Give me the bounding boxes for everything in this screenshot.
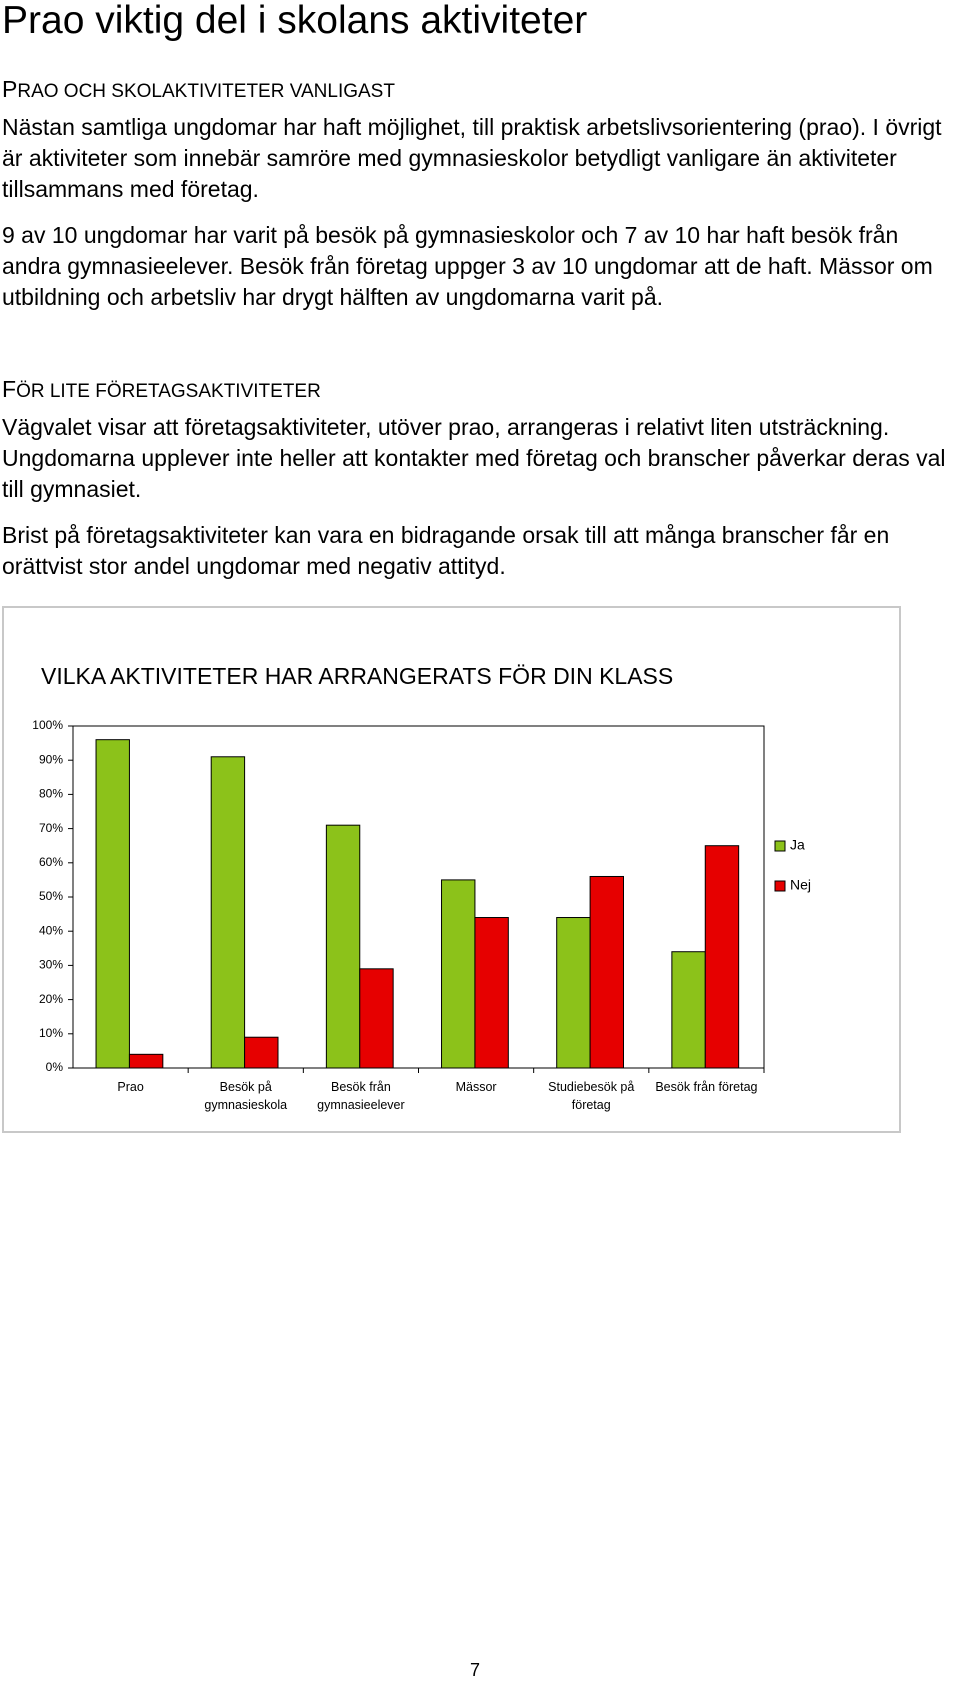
bar [441, 879, 476, 1069]
y-tick-label: 60% [39, 855, 63, 869]
bar [704, 845, 740, 1069]
chart: VILKA AKTIVITETER HAR ARRANGERATS FÖR DI… [32, 663, 811, 1074]
y-tick-label: 70% [39, 821, 63, 835]
bar [556, 917, 591, 1069]
x-tick-label: Prao [117, 1080, 144, 1094]
bar [95, 739, 130, 1069]
page-title: Prao viktig del i skolans aktiviteter [2, 0, 588, 42]
bar [210, 756, 246, 1069]
x-tick-label: Besök från gymnasieelever [317, 1080, 405, 1112]
y-tick-label: 90% [39, 752, 63, 766]
x-tick-label: Besök från företag [655, 1080, 758, 1094]
x-tick-label: Besök på gymnasieskola [204, 1080, 288, 1112]
bar [671, 951, 706, 1069]
bar [244, 1036, 279, 1069]
legend-label: Ja [790, 837, 805, 853]
paragraph: Nästan samtliga ungdomar har haft möjlig… [2, 114, 942, 202]
x-tick-label: Studiebesök på företag [548, 1080, 635, 1112]
bar [128, 1053, 164, 1069]
y-tick-label: 20% [39, 992, 63, 1006]
section-heading: FÖR LITE FÖRETAGSAKTIVITETER [2, 376, 321, 402]
chart-title: VILKA AKTIVITETER HAR ARRANGERATS FÖR DI… [41, 663, 673, 689]
legend-swatch [774, 840, 786, 852]
y-tick-label: 100% [32, 718, 63, 732]
x-tick-label: Mässor [455, 1080, 497, 1094]
y-tick-label: 50% [39, 889, 63, 903]
bar [325, 824, 361, 1069]
bar [589, 875, 624, 1069]
bar [474, 917, 509, 1069]
y-tick-label: 10% [39, 1026, 63, 1040]
chart-frame: VILKA AKTIVITETER HAR ARRANGERATS FÖR DI… [2, 606, 901, 1133]
y-tick-label: 80% [39, 787, 63, 801]
legend-label: Nej [790, 877, 811, 893]
y-tick-label: 40% [39, 923, 63, 937]
y-tick-label: 0% [46, 1060, 64, 1074]
paragraph: Brist på företagsaktiviteter kan vara en… [2, 522, 890, 579]
y-tick-label: 30% [39, 958, 63, 972]
section-heading: PRAO OCH SKOLAKTIVITETER VANLIGAST [2, 76, 395, 102]
paragraph: Vägvalet visar att företagsaktiviteter, … [2, 414, 946, 502]
legend-swatch [774, 880, 786, 892]
paragraph: 9 av 10 ungdomar har varit på besök på g… [2, 222, 933, 310]
page-number: 7 [470, 1660, 481, 1680]
plot-frame [72, 725, 765, 1069]
bar [359, 968, 394, 1069]
